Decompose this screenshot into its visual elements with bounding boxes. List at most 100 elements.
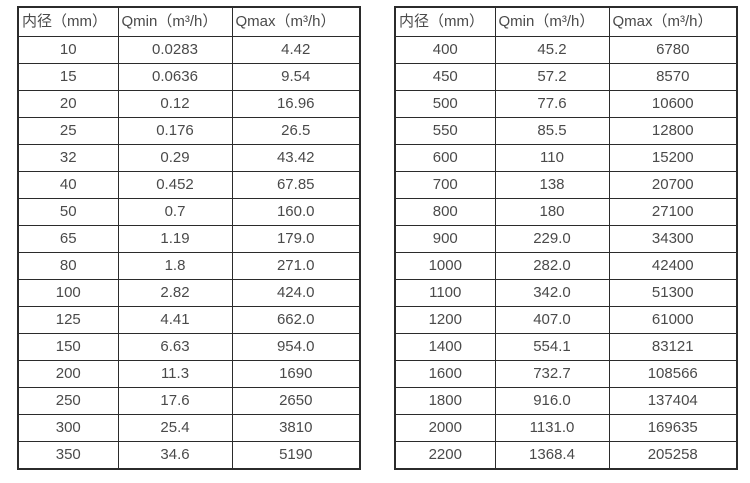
table-cell: 229.0 (494, 225, 610, 253)
table-cell: 916.0 (494, 387, 610, 415)
table-cell: 200 (17, 360, 119, 388)
table-cell: 77.6 (494, 90, 610, 118)
table-cell: 125 (17, 306, 119, 334)
table-cell: 4.42 (231, 36, 361, 64)
table-cell: 500 (394, 90, 496, 118)
col-header-qmin: Qmin（m³/h） (494, 6, 610, 37)
table-cell: 0.7 (117, 198, 233, 226)
table-cell: 83121 (608, 333, 738, 361)
col-header-qmin: Qmin（m³/h） (117, 6, 233, 37)
table-cell: 108566 (608, 360, 738, 388)
table-row: 125 4.41 662.0 (17, 306, 361, 334)
table-row: 500 77.6 10600 (394, 90, 738, 118)
table-cell: 1100 (394, 279, 496, 307)
table-cell: 700 (394, 171, 496, 199)
table-cell: 1131.0 (494, 414, 610, 442)
table-cell: 1000 (394, 252, 496, 280)
table-cell: 600 (394, 144, 496, 172)
table-cell: 1800 (394, 387, 496, 415)
table-cell: 954.0 (231, 333, 361, 361)
table-row: 40 0.452 67.85 (17, 171, 361, 199)
table-cell: 45.2 (494, 36, 610, 64)
table-cell: 1600 (394, 360, 496, 388)
table-cell: 27100 (608, 198, 738, 226)
table-cell: 10600 (608, 90, 738, 118)
table-cell: 0.29 (117, 144, 233, 172)
table-row: 2000 1131.0 169635 (394, 414, 738, 442)
table-cell: 100 (17, 279, 119, 307)
table-cell: 1690 (231, 360, 361, 388)
table-cell: 554.1 (494, 333, 610, 361)
table-cell: 40 (17, 171, 119, 199)
table-cell: 5190 (231, 441, 361, 470)
table-cell: 42400 (608, 252, 738, 280)
table-cell: 15200 (608, 144, 738, 172)
table-row: 15 0.0636 9.54 (17, 63, 361, 91)
table-cell: 32 (17, 144, 119, 172)
table-cell: 85.5 (494, 117, 610, 145)
table-cell: 1.19 (117, 225, 233, 253)
table-cell: 4.41 (117, 306, 233, 334)
table-cell: 169635 (608, 414, 738, 442)
table-cell: 34300 (608, 225, 738, 253)
table-cell: 2200 (394, 441, 496, 470)
table-cell: 17.6 (117, 387, 233, 415)
table-header-row: 内径（mm） Qmin（m³/h） Qmax（m³/h） (394, 6, 738, 37)
table-cell: 137404 (608, 387, 738, 415)
table-row: 450 57.2 8570 (394, 63, 738, 91)
table-cell: 1400 (394, 333, 496, 361)
table-cell: 9.54 (231, 63, 361, 91)
table-cell: 300 (17, 414, 119, 442)
table-body: 400 45.2 6780 450 57.2 8570 500 77.6 10600 550 85.… (394, 36, 738, 470)
table-cell: 800 (394, 198, 496, 226)
table-cell: 80 (17, 252, 119, 280)
table-row: 1800 916.0 137404 (394, 387, 738, 415)
table-cell: 26.5 (231, 117, 361, 145)
table-cell: 205258 (608, 441, 738, 470)
table-cell: 160.0 (231, 198, 361, 226)
table-row: 1600 732.7 108566 (394, 360, 738, 388)
table-cell: 250 (17, 387, 119, 415)
table-row: 80 1.8 271.0 (17, 252, 361, 280)
table-cell: 179.0 (231, 225, 361, 253)
table-cell: 150 (17, 333, 119, 361)
table-cell: 110 (494, 144, 610, 172)
table-row: 20 0.12 16.96 (17, 90, 361, 118)
table-row: 32 0.29 43.42 (17, 144, 361, 172)
flow-tables-container: 内径（mm） Qmin（m³/h） Qmax（m³/h） 10 0.0283 4.4… (17, 6, 738, 470)
table-cell: 1200 (394, 306, 496, 334)
table-row: 25 0.176 26.5 (17, 117, 361, 145)
table-cell: 8570 (608, 63, 738, 91)
table-cell: 0.0636 (117, 63, 233, 91)
table-cell: 271.0 (231, 252, 361, 280)
table-cell: 61000 (608, 306, 738, 334)
table-row: 65 1.19 179.0 (17, 225, 361, 253)
table-row: 2200 1368.4 205258 (394, 441, 738, 470)
table-cell: 0.452 (117, 171, 233, 199)
table-cell: 34.6 (117, 441, 233, 470)
table-cell: 50 (17, 198, 119, 226)
table-row: 400 45.2 6780 (394, 36, 738, 64)
table-cell: 350 (17, 441, 119, 470)
table-cell: 180 (494, 198, 610, 226)
flow-table-small-diameters: 内径（mm） Qmin（m³/h） Qmax（m³/h） 10 0.0283 4.4… (17, 6, 361, 470)
table-cell: 1.8 (117, 252, 233, 280)
table-row: 900 229.0 34300 (394, 225, 738, 253)
table-cell: 12800 (608, 117, 738, 145)
table-cell: 25.4 (117, 414, 233, 442)
table-cell: 57.2 (494, 63, 610, 91)
col-header-qmax: Qmax（m³/h） (608, 6, 738, 37)
table-cell: 20700 (608, 171, 738, 199)
table-cell: 900 (394, 225, 496, 253)
table-cell: 732.7 (494, 360, 610, 388)
col-header-qmax: Qmax（m³/h） (231, 6, 361, 37)
table-row: 1400 554.1 83121 (394, 333, 738, 361)
table-cell: 6780 (608, 36, 738, 64)
table-cell: 0.176 (117, 117, 233, 145)
table-cell: 282.0 (494, 252, 610, 280)
table-cell: 3810 (231, 414, 361, 442)
table-cell: 550 (394, 117, 496, 145)
table-cell: 400 (394, 36, 496, 64)
table-row: 700 138 20700 (394, 171, 738, 199)
table-row: 800 180 27100 (394, 198, 738, 226)
